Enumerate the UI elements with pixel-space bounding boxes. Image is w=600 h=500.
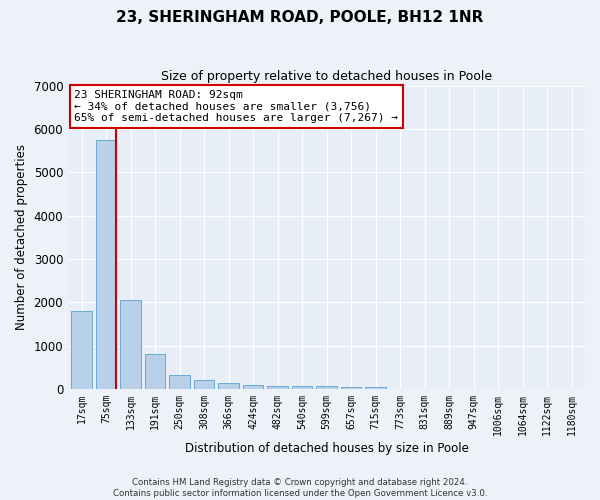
Bar (120, 300, 141, 389)
Bar (267, 386, 288, 389)
Text: 23, SHERINGHAM ROAD, POOLE, BH12 1NR: 23, SHERINGHAM ROAD, POOLE, BH12 1NR (116, 10, 484, 25)
Bar (194, 380, 214, 389)
Y-axis label: Number of detached properties: Number of detached properties (15, 144, 28, 330)
Bar (341, 386, 361, 389)
Bar (169, 375, 190, 389)
Bar (71, 311, 92, 389)
Bar (218, 383, 239, 389)
Text: 23 SHERINGHAM ROAD: 92sqm
← 34% of detached houses are smaller (3,756)
65% of se: 23 SHERINGHAM ROAD: 92sqm ← 34% of detac… (74, 90, 398, 123)
Bar (316, 386, 337, 389)
Bar (95, 140, 116, 389)
Bar (365, 386, 386, 389)
Bar (145, 354, 166, 389)
Title: Size of property relative to detached houses in Poole: Size of property relative to detached ho… (161, 70, 492, 83)
X-axis label: Distribution of detached houses by size in Poole: Distribution of detached houses by size … (185, 442, 469, 455)
Bar (242, 384, 263, 389)
Text: Contains HM Land Registry data © Crown copyright and database right 2024.
Contai: Contains HM Land Registry data © Crown c… (113, 478, 487, 498)
Bar (292, 386, 313, 389)
